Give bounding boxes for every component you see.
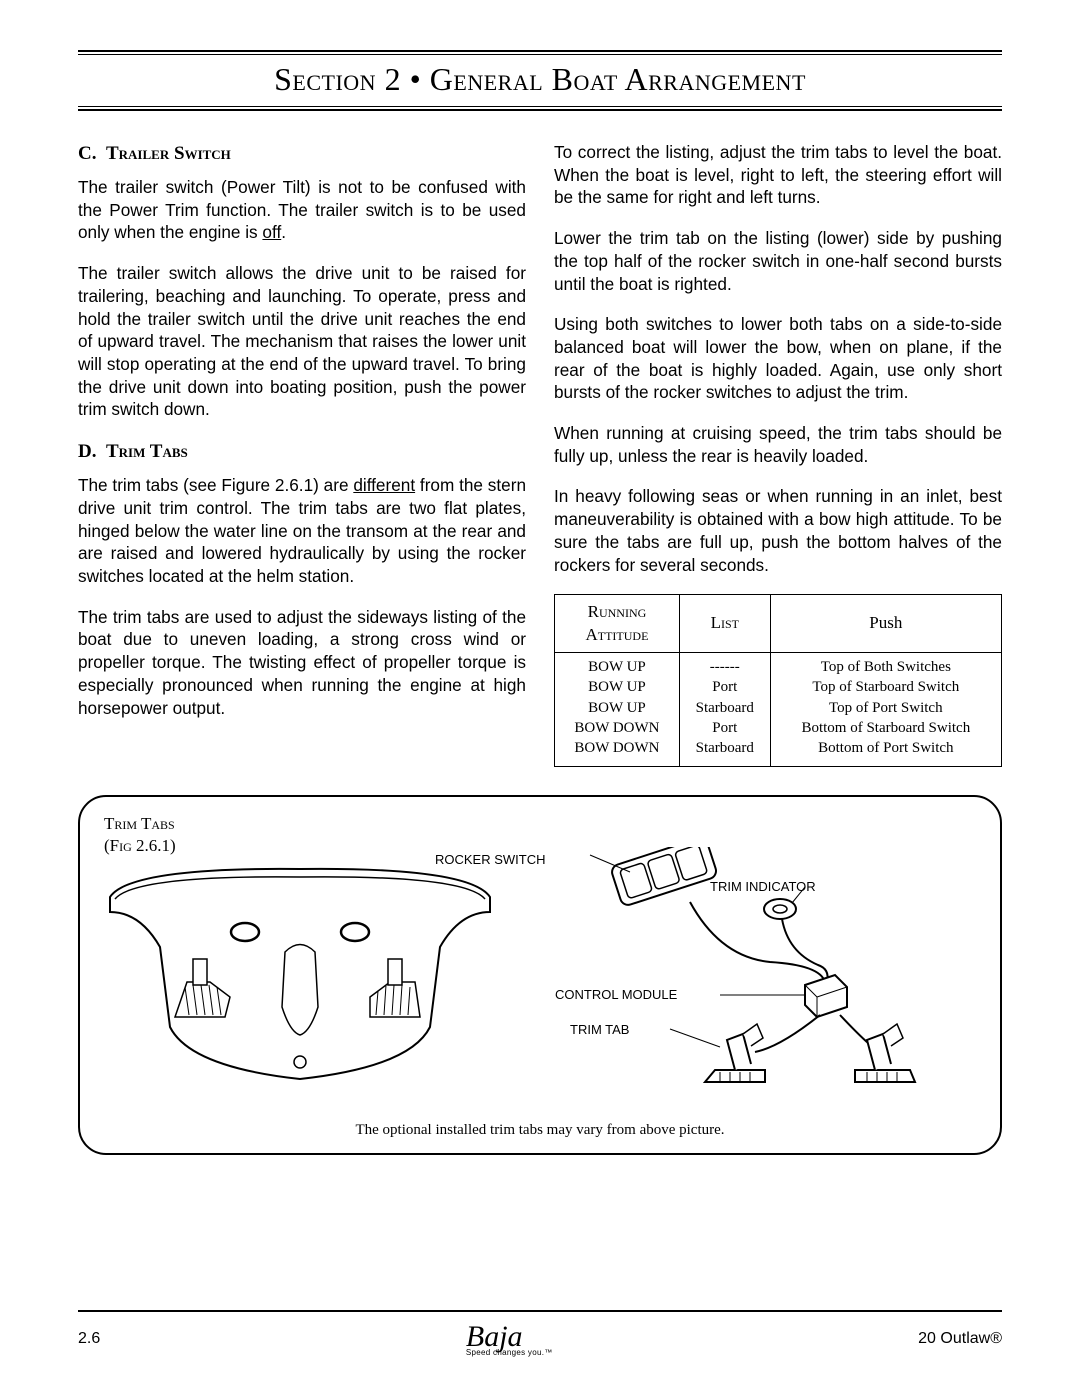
r-paragraph-3: Using both switches to lower both tabs o… — [554, 313, 1002, 404]
d-paragraph-2: The trim tabs are used to adjust the sid… — [78, 606, 526, 720]
label-rocker-switch: ROCKER SWITCH — [435, 852, 546, 867]
label-trim-tab: TRIM TAB — [570, 1022, 629, 1037]
r-paragraph-4: When running at cruising speed, the trim… — [554, 422, 1002, 467]
td-attitude: BOW UPBOW UPBOW UPBOW DOWNBOW DOWN — [555, 653, 680, 767]
figure-2-6-1: Trim Tabs(Fig 2.6.1) — [78, 795, 1002, 1155]
heading-d: D. Trim Tabs — [78, 439, 526, 464]
title-bottom-rule — [78, 109, 1002, 111]
right-column: To correct the listing, adjust the trim … — [554, 141, 1002, 767]
c-paragraph-1: The trailer switch (Power Tilt) is not t… — [78, 176, 526, 244]
top-rule — [78, 50, 1002, 52]
two-column-layout: C. Trailer Switch The trailer switch (Po… — [78, 141, 1002, 767]
c-paragraph-2: The trailer switch allows the drive unit… — [78, 262, 526, 421]
td-list: ------PortStarboardPortStarboard — [679, 653, 770, 767]
label-trim-indicator: TRIM INDICATOR — [710, 879, 816, 894]
section-title: Section 2 • General Boat Arrangement — [78, 61, 1002, 98]
page-number: 2.6 — [78, 1330, 100, 1348]
d-paragraph-1: The trim tabs (see Figure 2.6.1) are dif… — [78, 474, 526, 588]
model-name: 20 Outlaw® — [918, 1330, 1002, 1348]
brand-logo: Baja Speed changes you.™ — [466, 1320, 553, 1357]
section-title-box: Section 2 • General Boat Arrangement — [78, 54, 1002, 107]
trim-table: RunningAttitude List Push BOW UPBOW UPBO… — [554, 594, 1002, 767]
th-push: Push — [770, 595, 1001, 653]
r-paragraph-2: Lower the trim tab on the listing (lower… — [554, 227, 1002, 295]
label-control-module: CONTROL MODULE — [555, 987, 677, 1002]
r-paragraph-5: In heavy following seas or when running … — [554, 485, 1002, 576]
page-footer: 2.6 Baja Speed changes you.™ 20 Outlaw® — [78, 1310, 1002, 1357]
r-paragraph-1: To correct the listing, adjust the trim … — [554, 141, 1002, 209]
figure-caption: The optional installed trim tabs may var… — [80, 1122, 1000, 1139]
heading-c: C. Trailer Switch — [78, 141, 526, 166]
th-list: List — [679, 595, 770, 653]
left-column: C. Trailer Switch The trailer switch (Po… — [78, 141, 526, 767]
td-push: Top of Both SwitchesTop of Starboard Swi… — [770, 653, 1001, 767]
transom-diagram — [100, 857, 500, 1107]
th-running-attitude: RunningAttitude — [555, 595, 680, 653]
